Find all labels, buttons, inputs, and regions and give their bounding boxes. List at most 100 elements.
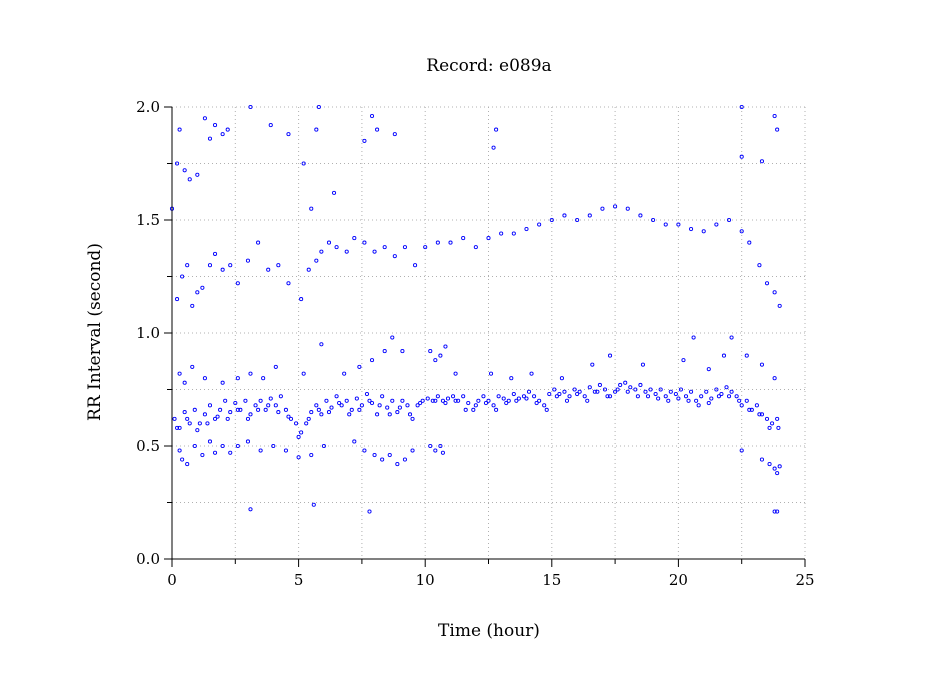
data-point bbox=[180, 457, 185, 462]
data-point bbox=[516, 396, 521, 401]
data-point bbox=[549, 217, 554, 223]
data-point bbox=[329, 405, 334, 410]
data-point bbox=[461, 236, 466, 241]
data-point bbox=[496, 394, 501, 399]
data-point bbox=[597, 382, 602, 388]
data-point bbox=[461, 394, 466, 399]
data-point bbox=[200, 452, 205, 458]
data-point bbox=[714, 387, 719, 392]
data-point bbox=[309, 410, 314, 415]
data-point bbox=[385, 405, 390, 410]
data-point bbox=[628, 385, 633, 390]
data-point bbox=[775, 127, 780, 132]
data-point bbox=[726, 394, 732, 399]
data-point bbox=[689, 226, 694, 232]
data-point bbox=[273, 364, 278, 369]
data-point bbox=[263, 407, 268, 412]
data-point bbox=[714, 222, 719, 227]
data-point bbox=[261, 376, 266, 381]
data-point bbox=[739, 403, 744, 408]
data-point bbox=[575, 391, 580, 397]
data-point bbox=[633, 387, 638, 392]
data-point bbox=[319, 412, 324, 417]
data-point bbox=[689, 389, 694, 394]
data-point bbox=[776, 425, 781, 430]
tick-labels: 0 5 10 15 20 25 0.0 0.5 1.0 1.5 2.0 bbox=[136, 98, 814, 589]
data-point bbox=[448, 240, 453, 245]
data-point bbox=[326, 410, 332, 415]
data-point bbox=[511, 231, 516, 236]
data-point bbox=[235, 281, 240, 286]
data-point bbox=[554, 394, 559, 399]
data-point bbox=[407, 412, 413, 417]
data-point bbox=[658, 387, 663, 392]
data-point bbox=[775, 471, 780, 476]
data-point bbox=[529, 371, 534, 376]
data-point bbox=[438, 443, 443, 449]
data-point bbox=[547, 391, 552, 397]
data-point bbox=[577, 389, 582, 394]
data-point bbox=[177, 425, 182, 430]
data-point bbox=[567, 394, 572, 399]
data-point bbox=[362, 448, 367, 453]
data-point bbox=[777, 464, 782, 469]
data-point bbox=[704, 389, 709, 394]
data-point bbox=[433, 398, 438, 403]
data-point bbox=[243, 398, 248, 403]
data-point bbox=[369, 358, 375, 363]
y-tick-label: 1.0 bbox=[136, 324, 160, 342]
data-point bbox=[233, 401, 238, 406]
data-point bbox=[392, 254, 397, 259]
data-point bbox=[311, 502, 316, 507]
data-point bbox=[739, 104, 744, 110]
data-point bbox=[177, 371, 182, 376]
data-point bbox=[559, 376, 564, 381]
data-point bbox=[607, 353, 613, 358]
data-point bbox=[177, 448, 182, 453]
data-point bbox=[175, 297, 180, 302]
data-point bbox=[212, 123, 218, 128]
data-point bbox=[435, 394, 440, 399]
data-point bbox=[759, 412, 765, 417]
data-point bbox=[425, 396, 430, 401]
data-point bbox=[276, 410, 281, 415]
data-point bbox=[220, 443, 225, 449]
data-point bbox=[595, 389, 600, 394]
x-tick-label: 25 bbox=[795, 571, 814, 589]
data-point bbox=[653, 391, 658, 397]
data-point bbox=[453, 398, 458, 403]
data-point bbox=[228, 410, 233, 415]
data-point bbox=[367, 509, 372, 514]
data-point bbox=[253, 403, 258, 408]
data-point bbox=[744, 353, 749, 358]
data-point bbox=[258, 398, 263, 403]
data-point bbox=[190, 303, 195, 308]
data-point bbox=[767, 462, 772, 467]
data-point bbox=[471, 407, 476, 412]
data-point bbox=[228, 263, 233, 268]
data-point bbox=[197, 421, 202, 426]
data-point bbox=[488, 371, 494, 376]
data-point bbox=[245, 439, 251, 444]
data-point bbox=[483, 401, 489, 406]
data-point bbox=[202, 116, 207, 121]
data-point bbox=[352, 439, 357, 444]
data-point bbox=[701, 229, 706, 234]
data-point bbox=[534, 401, 539, 406]
data-point bbox=[218, 407, 223, 412]
data-point bbox=[299, 297, 304, 302]
data-point bbox=[668, 389, 673, 394]
data-point bbox=[435, 240, 440, 245]
data-point bbox=[418, 401, 423, 406]
data-point bbox=[509, 376, 514, 381]
data-point bbox=[747, 240, 752, 245]
data-point bbox=[362, 240, 367, 245]
data-point bbox=[775, 509, 780, 514]
data-point bbox=[739, 229, 744, 234]
data-point bbox=[542, 403, 547, 408]
data-point bbox=[605, 394, 610, 399]
data-point bbox=[187, 177, 192, 182]
data-point bbox=[207, 263, 213, 268]
data-point bbox=[494, 127, 499, 132]
data-point bbox=[387, 412, 392, 417]
